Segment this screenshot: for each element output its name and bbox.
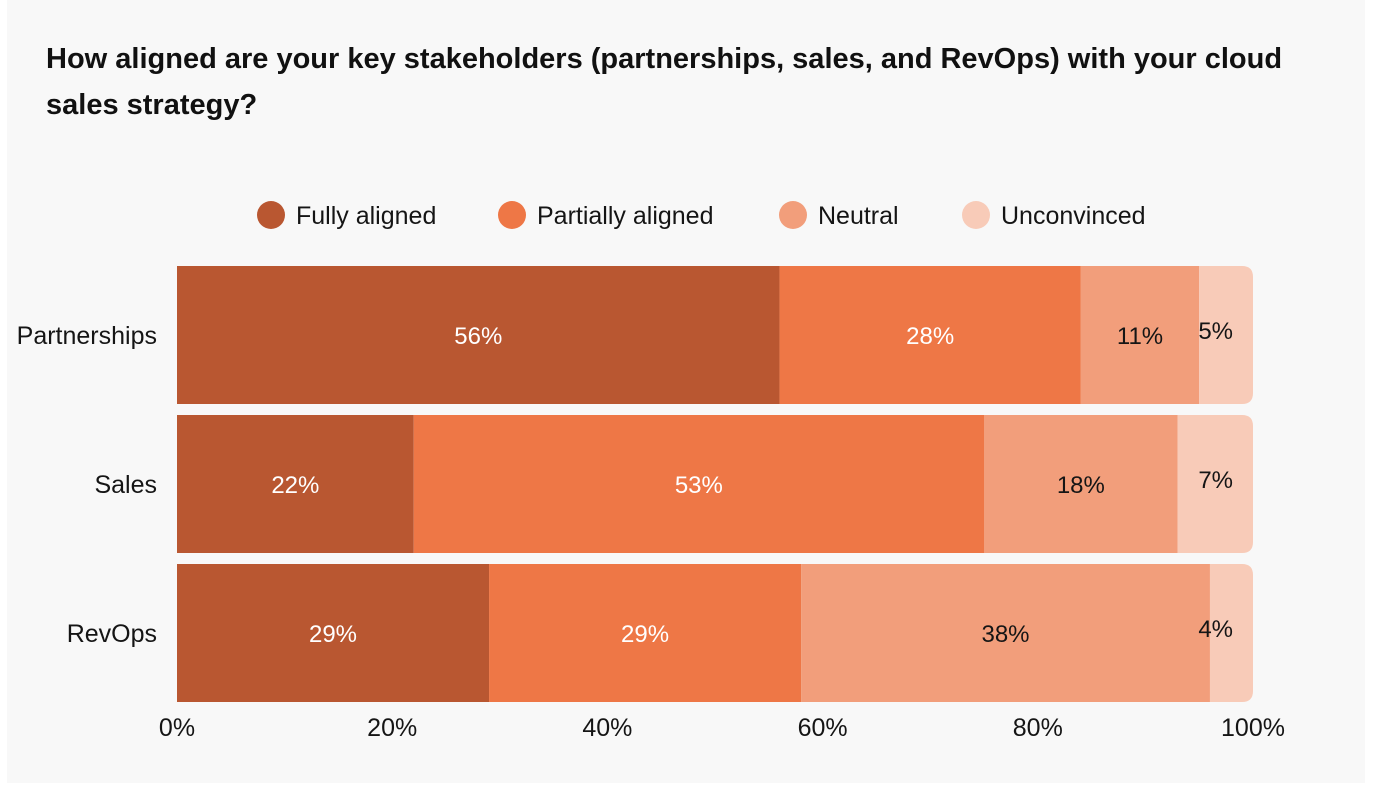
data-label: 56% [454, 323, 502, 350]
bar-segment-partially-aligned [779, 266, 1081, 404]
bar-segment-unconvinced [1177, 415, 1253, 553]
bar-row-partnerships [177, 266, 1253, 404]
legend-label: Unconvinced [1001, 202, 1146, 230]
bar-segment-fully-aligned [177, 266, 780, 404]
legend-label: Partially aligned [537, 202, 714, 230]
data-label: 29% [309, 621, 357, 648]
x-tick-label: 80% [1013, 714, 1063, 742]
bar-segment-partially-aligned [489, 564, 802, 702]
data-label: 5% [1198, 318, 1233, 345]
bar-segment-partially-aligned [413, 415, 985, 553]
legend-swatch-partially-aligned [498, 201, 526, 229]
legend-swatch-fully-aligned [257, 201, 285, 229]
category-label: Sales [94, 471, 157, 499]
legend-swatch-neutral [779, 201, 807, 229]
x-tick-label: 100% [1221, 714, 1285, 742]
legend-label: Fully aligned [296, 202, 436, 230]
legend-swatch-unconvinced [962, 201, 990, 229]
data-label: 29% [621, 621, 669, 648]
chart-title: How aligned are your key stakeholders (p… [46, 43, 1283, 121]
data-label: 4% [1198, 616, 1233, 643]
data-label: 22% [271, 472, 319, 499]
bar-segment-fully-aligned [177, 564, 490, 702]
bar-row-revops [177, 564, 1253, 702]
bar-segment-unconvinced [1199, 266, 1253, 404]
bar-segment-fully-aligned [177, 415, 414, 553]
bar-segment-unconvinced [1209, 564, 1253, 702]
category-label: RevOps [67, 620, 157, 648]
bar-segment-neutral [1080, 266, 1200, 404]
bar-segment-neutral [801, 564, 1210, 702]
x-tick-label: 20% [367, 714, 417, 742]
data-label: 7% [1198, 467, 1233, 494]
data-label: 53% [675, 472, 723, 499]
legend-label: Neutral [818, 202, 899, 230]
bar-row-sales [177, 415, 1253, 553]
data-label: 18% [1057, 472, 1105, 499]
bar-segment-neutral [984, 415, 1178, 553]
data-label: 28% [906, 323, 954, 350]
category-label: Partnerships [17, 322, 157, 350]
x-tick-label: 40% [582, 714, 632, 742]
data-label: 38% [981, 621, 1029, 648]
x-tick-label: 60% [798, 714, 848, 742]
data-label: 11% [1117, 323, 1163, 350]
x-tick-label: 0% [159, 714, 195, 742]
